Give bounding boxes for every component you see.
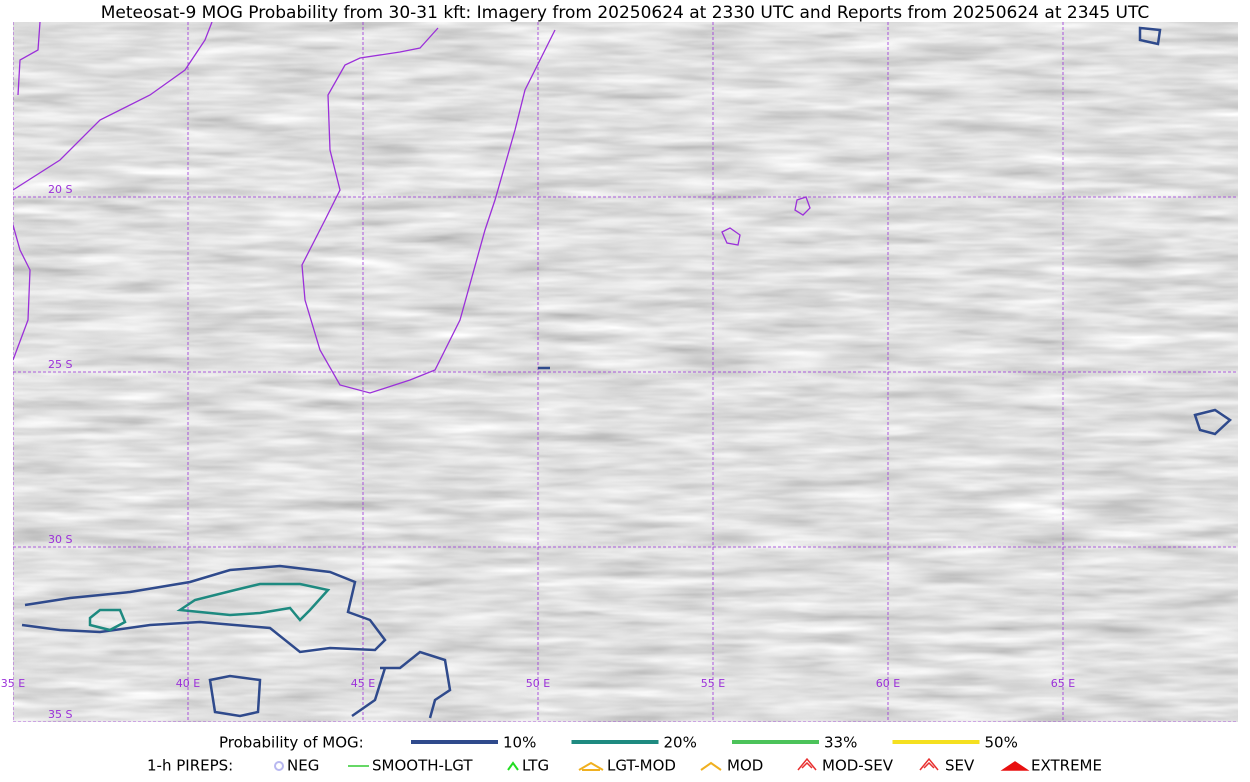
lat-label: 20 S (48, 183, 72, 196)
legend-label: Probability of MOG: (219, 734, 364, 752)
coastline-madagascar (301, 27, 556, 394)
legend-symbol (1000, 761, 1030, 771)
legend-symbol (507, 761, 519, 771)
legend-symbol (700, 761, 722, 771)
legend-entry: 33% (824, 734, 857, 752)
contour-10 (208, 650, 452, 719)
legend-entry: LTG (522, 757, 549, 775)
lon-label: 65 E (1051, 677, 1075, 690)
legend-entry: MOD-SEV (822, 757, 894, 775)
legend-symbol (274, 761, 284, 771)
lon-label: 55 E (701, 677, 725, 690)
legend-symbol (578, 761, 604, 771)
island-mauritius (794, 196, 811, 216)
legend-symbol (797, 757, 817, 771)
legend-entry: EXTREME (1031, 757, 1102, 775)
map-area (13, 22, 1238, 722)
coastline-africa (13, 22, 213, 361)
island-reunion (721, 227, 741, 246)
contour-20 (88, 582, 331, 632)
legend-symbol (919, 757, 939, 771)
lat-label: 30 S (48, 533, 72, 546)
legend-entry: 10% (503, 734, 536, 752)
lon-label: 50 E (526, 677, 550, 690)
lon-label: 35 E (1, 677, 25, 690)
lon-label: 40 E (176, 677, 200, 690)
legend-entry: 20% (664, 734, 697, 752)
legend-entry: 50% (985, 734, 1018, 752)
lon-label: 60 E (876, 677, 900, 690)
legend-label: 1-h PIREPS: (147, 757, 233, 775)
legend-entry: NEG (287, 757, 319, 775)
contour-10 (538, 26, 1233, 436)
lat-label: 25 S (48, 358, 72, 371)
lat-label: 35 S (48, 708, 72, 721)
map-title: Meteosat-9 MOG Probability from 30-31 kf… (101, 3, 1150, 23)
contour-10 (21, 564, 387, 654)
legend-entry: LGT-MOD (607, 757, 676, 775)
lon-label: 45 E (351, 677, 375, 690)
legend-entry: MOD (727, 757, 763, 775)
legend-entry: SMOOTH-LGT (372, 757, 473, 775)
legend-entry: SEV (945, 757, 975, 775)
